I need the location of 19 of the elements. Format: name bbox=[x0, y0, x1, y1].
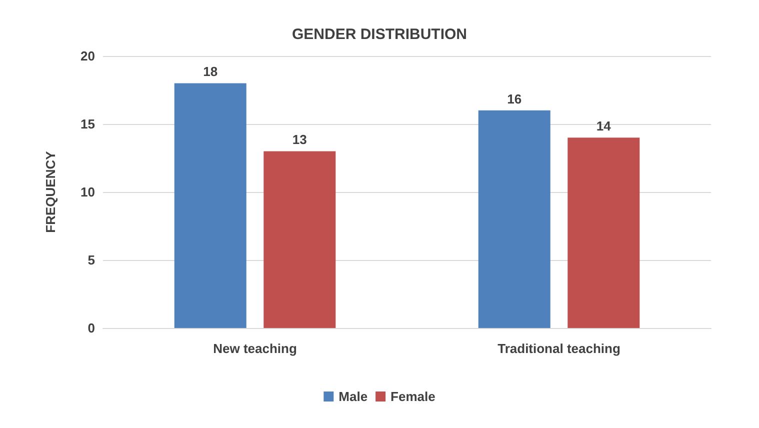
y-tick-label: 0 bbox=[88, 320, 95, 336]
y-axis-title: FREQUENCY bbox=[43, 150, 58, 233]
legend-label: Male bbox=[338, 389, 368, 404]
data-label: 18 bbox=[203, 64, 218, 80]
bar bbox=[478, 110, 550, 328]
chart-title: GENDER DISTRIBUTION bbox=[292, 26, 468, 43]
y-tick-label: 15 bbox=[80, 116, 95, 132]
data-label: 16 bbox=[507, 91, 522, 106]
x-tick-label: New teaching bbox=[213, 341, 297, 356]
bar bbox=[264, 151, 336, 328]
bar bbox=[174, 83, 246, 328]
data-label: 13 bbox=[292, 132, 307, 148]
data-label: 14 bbox=[596, 118, 612, 134]
x-tick-label: Traditional teaching bbox=[498, 341, 620, 356]
bar bbox=[568, 138, 640, 328]
y-tick-label: 20 bbox=[80, 48, 95, 64]
legend-label: Female bbox=[390, 389, 436, 404]
y-tick-label: 5 bbox=[88, 252, 95, 268]
y-tick-label: 10 bbox=[80, 184, 95, 200]
